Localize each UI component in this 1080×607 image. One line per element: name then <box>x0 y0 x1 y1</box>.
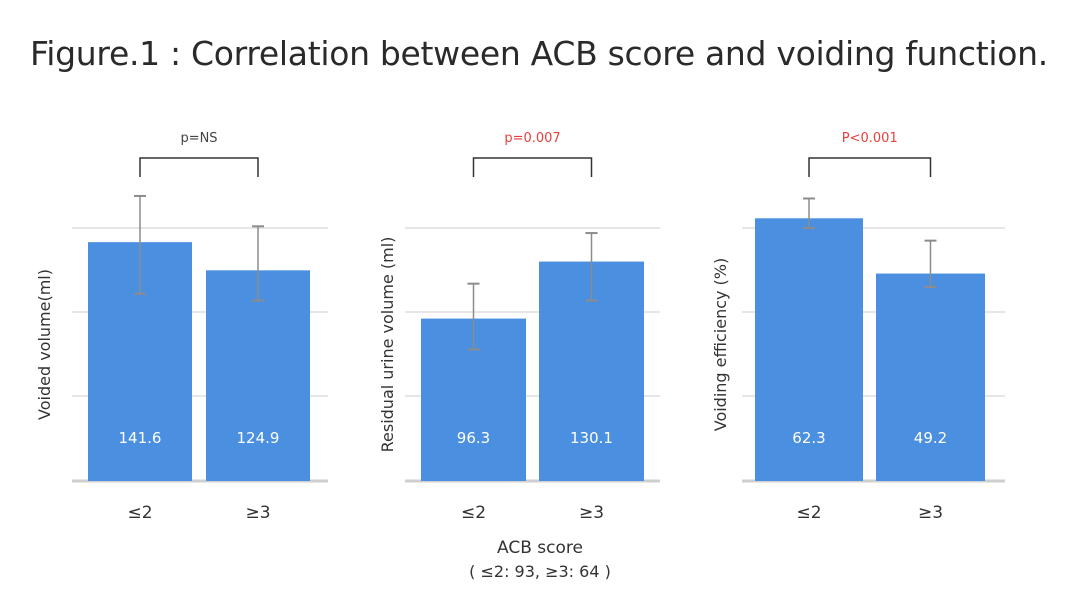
bar-value-label: 62.3 <box>792 429 825 447</box>
bar-value-label: 124.9 <box>237 429 280 447</box>
significance-bracket <box>139 157 259 177</box>
y-axis-label: Voided volume(ml) <box>35 269 54 420</box>
bar-value-label: 49.2 <box>914 429 947 447</box>
x-axis-note: ( ≤2: 93, ≥3: 64 ) <box>469 562 611 581</box>
category-tick-label: ≤2 <box>461 503 486 523</box>
bar <box>755 218 863 481</box>
category-tick-label: ≤2 <box>127 503 152 523</box>
significance-label: p=0.007 <box>504 131 560 146</box>
bar <box>876 273 985 481</box>
significance-label: p=NS <box>180 131 217 146</box>
y-axis-label: Voiding efficiency (%) <box>711 258 730 432</box>
category-tick-label: ≥3 <box>245 503 270 523</box>
x-axis-label: ACB score <box>497 538 583 558</box>
category-tick-label: ≥3 <box>918 503 943 523</box>
y-axis-label: Residual urine volume (ml) <box>378 237 397 453</box>
significance-bracket <box>808 157 932 177</box>
figure-title: Figure.1 : Correlation between ACB score… <box>30 34 1048 73</box>
significance-label: P<0.001 <box>842 131 898 146</box>
bar <box>206 270 310 481</box>
bar-value-label: 96.3 <box>457 429 490 447</box>
significance-bracket <box>472 157 593 177</box>
bar-value-label: 141.6 <box>119 429 162 447</box>
category-tick-label: ≤2 <box>796 503 821 523</box>
bar-value-label: 130.1 <box>570 429 613 447</box>
category-tick-label: ≥3 <box>579 503 604 523</box>
